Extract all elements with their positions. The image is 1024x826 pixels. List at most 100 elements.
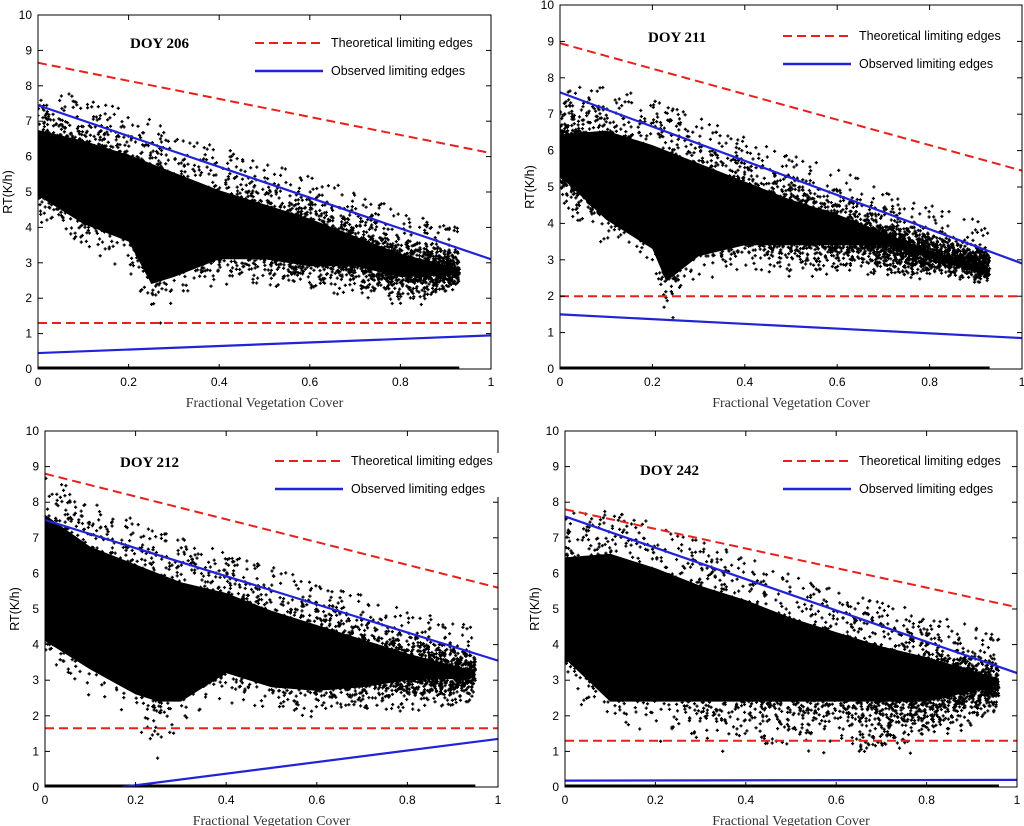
observed-edge-line-4 [560,313,1022,340]
y-tick-label: 8 [547,71,554,85]
y-tick-label: 1 [25,327,32,341]
y-tick-label: 10 [541,0,555,12]
y-tick-label: 8 [552,495,559,509]
legend-observed-label: Observed limiting edges [331,64,465,78]
y-tick-label: 9 [547,34,554,48]
y-tick-label: 4 [552,638,559,652]
y-tick-label: 5 [25,185,32,199]
y-tick-label: 7 [552,531,559,545]
legend-observed-label: Observed limiting edges [859,57,993,71]
x-tick-label: 0 [557,375,564,389]
theoretical-edge-line-1 [45,472,498,589]
scatter-density-core [565,553,999,702]
y-tick-label: 5 [547,180,554,194]
scatter-points [45,476,477,787]
y-tick-label: 3 [552,673,559,687]
observed-edge-line-3 [565,515,1017,675]
y-tick-label: 9 [552,460,559,474]
panel-title: DOY 211 [648,30,706,46]
x-tick-label: 0.4 [737,793,754,807]
y-tick-label: 0 [25,362,32,376]
y-tick-label: 4 [25,220,32,234]
y-tick-label: 3 [25,256,32,270]
chart-panel-3: 0 1 2 3 4 5 6 7 8 9 10 0 0.2 0.4 0.6 0.8 1 Fractional Veg… [8,424,503,826]
scatter-points [38,92,461,369]
y-tick-label: 8 [25,79,32,93]
y-tick-label: 5 [552,602,559,616]
y-tick-label: 0 [547,362,554,376]
scatter-density-core [38,130,460,284]
x-tick-label: 1 [1019,375,1024,389]
y-tick-label: 8 [32,495,39,509]
y-tick-label: 1 [32,744,39,758]
x-axis-label: Fractional Vegetation Cover [712,814,870,826]
scatter-density-core [560,130,990,282]
x-tick-label: 0.2 [647,793,664,807]
y-tick-label: 7 [25,114,32,128]
observed-edge-line-3 [560,91,1022,265]
x-tick-label: 0.2 [120,375,137,389]
legend-theoretical-label: Theoretical limiting edges [859,29,1001,43]
y-tick-label: 5 [32,602,39,616]
y-tick-label: 9 [32,460,39,474]
theoretical-edge-line-1 [38,61,491,155]
y-tick-label: 3 [547,253,554,267]
y-tick-label: 0 [32,780,39,794]
theoretical-edge-line-1 [560,42,1022,172]
y-tick-label: 10 [19,8,33,22]
y-tick-label: 10 [546,424,560,438]
y-tick-label: 2 [32,709,39,723]
y-tick-label: 2 [547,289,554,303]
observed-edge-line-4 [38,334,491,355]
scatter-points [560,85,992,369]
scatter-points [565,509,1001,787]
legend-theoretical-label: Theoretical limiting edges [351,454,493,468]
y-tick-label: 6 [25,150,32,164]
x-tick-label: 0.2 [644,375,661,389]
theoretical-edge-line-1 [565,508,1017,609]
y-tick-label: 2 [552,709,559,723]
y-tick-label: 7 [32,531,39,545]
chart-panel-4: 0 1 2 3 4 5 6 7 8 9 10 0 0.2 0.4 0.6 0.8 1 Fractional Veg… [528,424,1021,826]
x-tick-label: 0.8 [921,375,938,389]
x-tick-label: 0.4 [218,793,235,807]
observed-edge-line-3 [38,104,491,261]
y-tick-label: 4 [547,216,554,230]
chart-panel-1: 0 1 2 3 4 5 6 7 8 9 10 0 0.2 0.4 0.6 0.8 1 Fractional Veg… [1,8,495,411]
x-tick-label: 0.4 [211,375,228,389]
x-tick-label: 0.8 [918,793,935,807]
x-tick-label: 1 [488,375,495,389]
y-tick-label: 10 [26,424,40,438]
x-tick-label: 0.4 [736,375,753,389]
y-tick-label: 6 [547,144,554,158]
panel-title: DOY 206 [130,36,190,52]
x-tick-label: 1 [1014,793,1021,807]
observed-edge-line-4 [565,778,1017,782]
x-tick-label: 0 [42,793,49,807]
x-tick-label: 0.6 [828,793,845,807]
y-axis-label: RT(K/h) [1,170,15,214]
y-tick-label: 1 [547,326,554,340]
x-tick-label: 0.6 [829,375,846,389]
x-axis-label: Fractional Vegetation Cover [186,396,344,411]
panel-title: DOY 212 [120,455,179,471]
legend-theoretical-label: Theoretical limiting edges [859,454,1001,468]
legend-theoretical-label: Theoretical limiting edges [331,36,473,50]
y-tick-label: 7 [547,107,554,121]
legend-observed-label: Observed limiting edges [351,482,485,496]
y-tick-label: 0 [552,780,559,794]
x-tick-label: 0.8 [392,375,409,389]
y-axis-label: RT(K/h) [523,165,537,209]
y-tick-label: 3 [32,673,39,687]
y-tick-label: 1 [552,744,559,758]
x-tick-label: 0.6 [301,375,318,389]
x-tick-label: 1 [495,793,502,807]
x-tick-label: 0 [35,375,42,389]
x-axis-label: Fractional Vegetation Cover [193,814,351,826]
x-tick-label: 0 [562,793,569,807]
y-tick-label: 9 [25,43,32,57]
chart-panel-2: 0 1 2 3 4 5 6 7 8 9 10 0 0.2 0.4 0.6 0.8 1 Fractional Veg… [523,0,1024,411]
y-axis-label: RT(K/h) [528,587,542,631]
x-tick-label: 0.6 [308,793,325,807]
